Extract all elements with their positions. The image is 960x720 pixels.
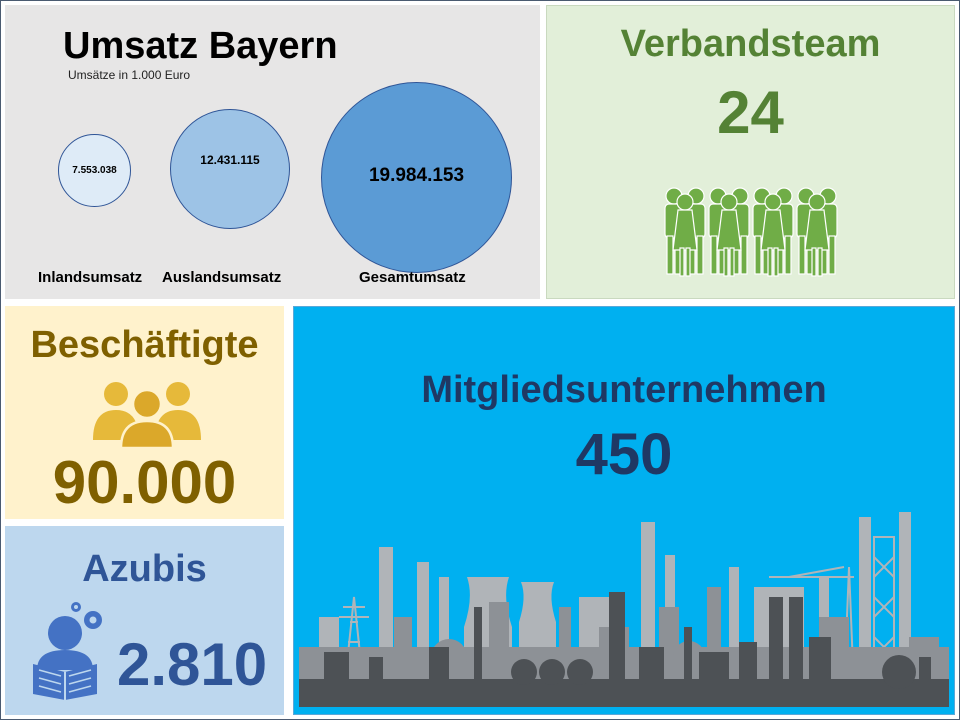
umsatz-subtitle: Umsätze in 1.000 Euro xyxy=(68,68,191,82)
beschaeftigte-value: 90.000 xyxy=(52,449,237,516)
gesamtumsatz-label: Gesamtumsatz xyxy=(359,269,466,286)
auslandsumsatz-value: 12.431.115 xyxy=(200,153,260,167)
mitgliedsunternehmen-panel: Mitgliedsunternehmen 450 xyxy=(293,306,955,715)
auslandsumsatz-bubble: 12.431.115 xyxy=(170,109,290,229)
verbandsteam-panel: Verbandsteam 24 xyxy=(546,5,955,299)
azubis-panel: Azubis 2.810 xyxy=(5,526,284,715)
gesamtumsatz-bubble: 19.984.153 xyxy=(321,82,512,273)
mitgliedsunternehmen-value: 450 xyxy=(575,422,673,487)
verbandsteam-title: Verbandsteam xyxy=(620,23,881,65)
beschaeftigte-title: Beschäftigte xyxy=(30,324,259,366)
gesamtumsatz-value: 19.984.153 xyxy=(368,164,465,186)
inlandsumsatz-label: Inlandsumsatz xyxy=(38,269,143,286)
people-icon xyxy=(93,382,201,448)
azubis-title: Azubis xyxy=(82,548,207,590)
mitgliedsunternehmen-title: Mitgliedsunternehmen xyxy=(421,369,827,411)
azubis-value: 2.810 xyxy=(117,631,268,698)
student-reading-icon xyxy=(33,602,102,700)
auslandsumsatz-label: Auslandsumsatz xyxy=(162,269,282,286)
umsatz-title: Umsatz Bayern xyxy=(63,25,338,67)
inlandsumsatz-bubble: 7.553.038 xyxy=(58,134,131,207)
verbandsteam-value: 24 xyxy=(717,79,784,146)
inlandsumsatz-value: 7.553.038 xyxy=(72,165,117,176)
industry-skyline-icon xyxy=(299,512,949,707)
beschaeftigte-panel: Beschäftigte 90.000 xyxy=(5,306,284,519)
group-of-people-icon xyxy=(664,187,838,277)
umsatz-panel: Umsatz Bayern Umsätze in 1.000 Euro 7.55… xyxy=(5,5,540,299)
